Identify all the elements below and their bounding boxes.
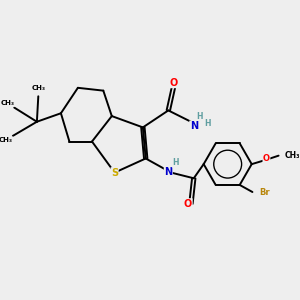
- Text: N: N: [190, 121, 198, 131]
- Text: CH₃: CH₃: [284, 151, 300, 160]
- Text: S: S: [111, 168, 118, 178]
- Text: CH₃: CH₃: [0, 137, 13, 143]
- Text: N: N: [164, 167, 172, 177]
- Text: O: O: [170, 78, 178, 88]
- Text: CH₃: CH₃: [1, 100, 15, 106]
- Text: O: O: [263, 154, 270, 163]
- Text: O: O: [184, 199, 192, 209]
- Text: H: H: [196, 112, 203, 121]
- Text: H: H: [205, 118, 211, 127]
- Text: Br: Br: [260, 188, 270, 196]
- Text: H: H: [172, 158, 178, 167]
- Text: CH₃: CH₃: [32, 85, 46, 91]
